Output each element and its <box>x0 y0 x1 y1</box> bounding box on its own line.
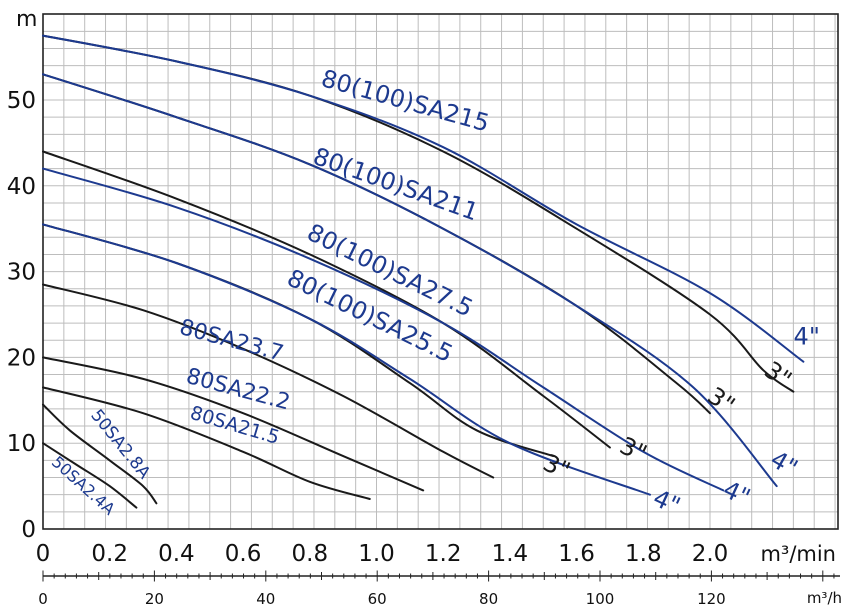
secondary-x-tick-label: 20 <box>145 590 164 608</box>
y-tick-label: 10 <box>7 431 36 457</box>
pipe-size-label: 3" <box>616 431 652 467</box>
pipe-size-label: 4" <box>794 323 820 351</box>
curve-80sa23-7 <box>42 283 495 479</box>
x-tick-label: 1.2 <box>425 541 462 567</box>
secondary-x-tick-label: 40 <box>256 590 275 608</box>
y-axis-ticks: 0 10 20 30 40 50 <box>7 88 36 543</box>
gridlines <box>43 14 838 529</box>
x-tick-label: 1.4 <box>492 541 529 567</box>
y-axis-label: m <box>16 7 37 32</box>
x-tick-label: 1.0 <box>358 541 395 567</box>
curve-labels: 80(100)SA21580(100)SA21180(100)SA27.580(… <box>48 64 820 520</box>
secondary-x-tick-label: 60 <box>368 590 387 608</box>
x-tick-label: 2.0 <box>692 541 729 567</box>
curve-label: 50SA2.8A <box>86 406 154 483</box>
y-tick-label: 30 <box>7 260 36 286</box>
pipe-size-label: 4" <box>649 484 685 520</box>
pipe-size-label: 4" <box>766 445 803 482</box>
curve-label: 80(100)SA215 <box>318 64 492 137</box>
x-tick-label: 1.6 <box>558 541 595 567</box>
y-tick-label: 50 <box>7 88 36 114</box>
curve-50sa2-8a <box>42 403 158 505</box>
curve-80-100-sa25-5-4 <box>42 223 651 496</box>
x-axis-label: m³/min <box>760 542 836 566</box>
pipe-size-label: 3" <box>702 382 740 420</box>
y-tick-label: 0 <box>21 517 36 543</box>
curve-80-100-sa215-4 <box>42 34 805 363</box>
curve-80-100-sa27-5-3 <box>42 150 611 449</box>
x-tick-label: 0.2 <box>91 541 128 567</box>
curve-80sa21-5 <box>42 386 371 500</box>
x-tick-label: 0.4 <box>158 541 195 567</box>
pipe-size-label: 3" <box>759 356 797 394</box>
plot-frame <box>42 13 839 530</box>
curve-50sa2-4a <box>42 442 138 509</box>
pump-curves <box>42 34 805 509</box>
secondary-x-tick-label: 120 <box>697 590 726 608</box>
curve-80-100-sa211-4 <box>42 73 778 488</box>
y-tick-label: 20 <box>7 345 36 371</box>
secondary-x-axis-label: m³/h <box>807 589 842 607</box>
curve-80-100-sa27-5-4 <box>42 167 725 492</box>
curve-80sa22-2 <box>42 356 425 492</box>
x-tick-label: 0.6 <box>225 541 262 567</box>
secondary-x-tick-label: 100 <box>586 590 615 608</box>
y-tick-label: 40 <box>7 174 36 200</box>
pipe-size-label: 4" <box>719 475 755 511</box>
secondary-x-axis: 0 20 40 60 80 100 120 <box>38 570 840 608</box>
x-tick-label: 1.8 <box>625 541 662 567</box>
x-tick-label: 0 <box>36 541 51 567</box>
x-tick-label: 0.8 <box>292 541 329 567</box>
secondary-x-tick-label: 0 <box>38 590 48 608</box>
x-axis-ticks: 0 0.2 0.4 0.6 0.8 1.0 1.2 1.4 1.6 1.8 2.0 <box>36 541 729 567</box>
secondary-x-tick-label: 80 <box>479 590 498 608</box>
